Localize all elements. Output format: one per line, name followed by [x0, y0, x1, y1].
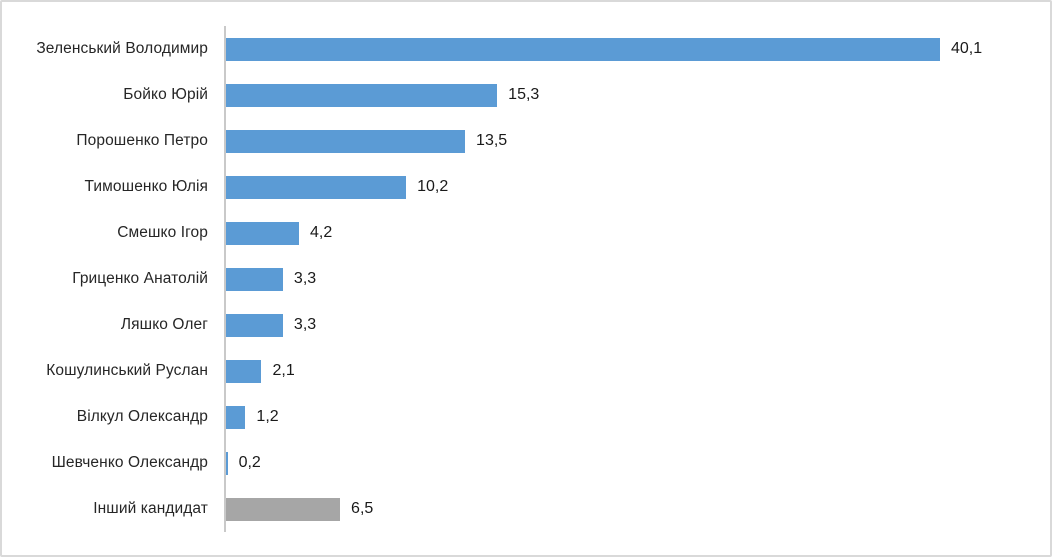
bar [224, 83, 498, 107]
bar-zone: 13,5 [224, 129, 1050, 153]
bar-zone: 2,1 [224, 359, 1050, 383]
bar-row: Смешко Ігор 4,2 [2, 210, 1050, 256]
bar-row: Порошенко Петро 13,5 [2, 118, 1050, 164]
bar-zone: 3,3 [224, 313, 1050, 337]
bar-zone: 15,3 [224, 83, 1050, 107]
bar-row: Інший кандидат 6,5 [2, 486, 1050, 532]
category-label: Порошенко Петро [76, 132, 208, 149]
category-label: Зеленський Володимир [36, 40, 208, 57]
value-label: 0,2 [238, 454, 261, 471]
category-label: Вілкул Олександр [76, 408, 208, 425]
value-label: 3,3 [293, 316, 317, 333]
bar-zone: 40,1 [224, 37, 1050, 61]
bar [224, 129, 466, 153]
bar-rows-container: Зеленський Володимир 40,1 Бойко Юрій 15,3 По… [2, 26, 1050, 532]
bar-zone: 3,3 [224, 267, 1050, 291]
category-label: Тимошенко Юлія [84, 178, 208, 195]
category-label: Кошулинський Руслан [46, 362, 208, 379]
category-label: Смешко Ігор [117, 224, 208, 241]
value-label: 2,1 [272, 362, 295, 379]
bar [224, 37, 940, 61]
value-label: 1,2 [256, 408, 279, 425]
bar-zone: 1,2 [224, 405, 1050, 429]
category-label: Ляшко Олег [120, 316, 208, 333]
bar-row: Бойко Юрій 15,3 [2, 72, 1050, 118]
bar [224, 267, 283, 291]
bar-row: Зеленський Володимир 40,1 [2, 26, 1050, 72]
category-label: Гриценко Анатолій [72, 270, 208, 287]
bar [224, 497, 341, 521]
category-label: Інший кандидат [93, 500, 208, 517]
bar-row: Тимошенко Юлія 10,2 [2, 164, 1050, 210]
value-label: 6,5 [351, 500, 374, 517]
bar-zone: 4,2 [224, 221, 1050, 245]
bar-row: Гриценко Анатолій 3,3 [2, 256, 1050, 302]
bar [224, 175, 407, 199]
value-label: 40,1 [951, 40, 983, 57]
bar-zone: 10,2 [224, 175, 1050, 199]
bar-row: Вілкул Олександр 1,2 [2, 394, 1050, 440]
bar-row: Ляшко Олег 3,3 [2, 302, 1050, 348]
bar-zone: 6,5 [224, 497, 1050, 521]
bar [224, 221, 299, 245]
category-label: Бойко Юрій [123, 86, 208, 103]
bar-row: Кошулинський Руслан 2,1 [2, 348, 1050, 394]
bar-row: Шевченко Олександр 0,2 [2, 440, 1050, 486]
bar [224, 359, 262, 383]
bar [224, 313, 283, 337]
bar [224, 405, 246, 429]
bar-zone: 0,2 [224, 451, 1050, 475]
value-label: 15,3 [508, 86, 540, 103]
value-label: 4,2 [309, 224, 333, 241]
category-label: Шевченко Олександр [51, 454, 208, 471]
value-label: 10,2 [417, 178, 449, 195]
value-label: 3,3 [293, 270, 317, 287]
y-axis-line [224, 26, 226, 532]
value-label: 13,5 [476, 132, 508, 149]
